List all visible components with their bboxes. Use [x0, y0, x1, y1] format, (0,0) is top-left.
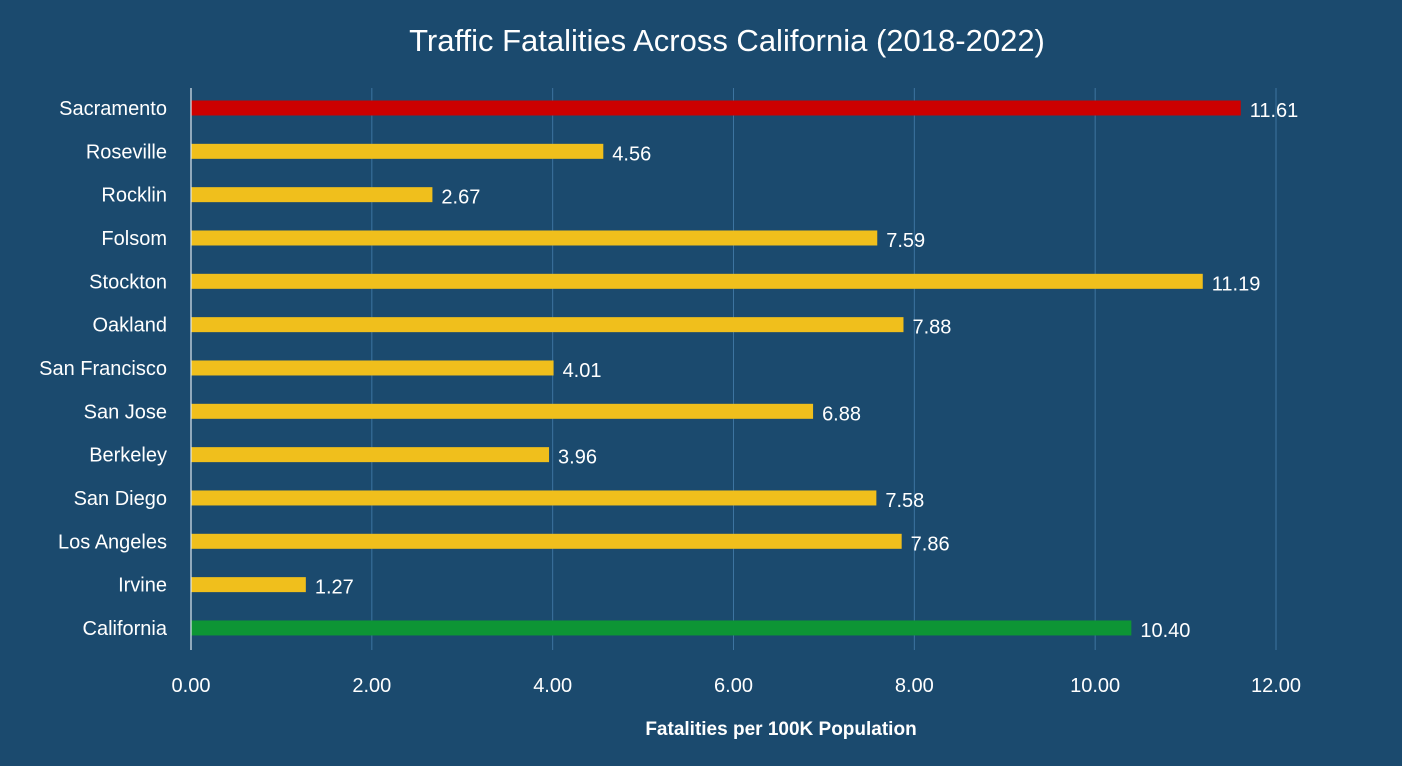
value-label: 11.19 [1212, 273, 1261, 295]
value-label: 7.88 [912, 317, 951, 339]
category-label: Berkeley [89, 445, 167, 467]
x-tick-label: 10.00 [1070, 675, 1120, 697]
category-label: Stockton [89, 271, 167, 293]
bar-stockton [191, 273, 1203, 289]
category-label: San Jose [84, 401, 167, 423]
value-label: 7.86 [911, 533, 950, 555]
category-label: Irvine [118, 575, 167, 597]
value-label: 2.67 [441, 187, 480, 209]
value-label: 7.58 [885, 490, 924, 512]
value-label: 7.59 [886, 230, 925, 252]
x-tick-label: 8.00 [895, 675, 934, 697]
bar-california [191, 620, 1132, 636]
category-label: Rocklin [101, 185, 167, 207]
bar-los-angeles [191, 533, 902, 549]
bar-san-jose [191, 403, 814, 419]
x-axis-title: Fatalities per 100K Population [645, 719, 916, 740]
x-tick-label: 6.00 [714, 675, 753, 697]
value-label: 4.56 [612, 143, 651, 165]
bar-folsom [191, 230, 878, 246]
category-label: Folsom [101, 228, 167, 250]
bars [191, 100, 1241, 636]
chart-title: Traffic Fatalities Across California (20… [409, 23, 1045, 58]
category-label: Sacramento [59, 98, 167, 120]
bar-san-diego [191, 490, 877, 506]
x-tick-label: 0.00 [172, 675, 211, 697]
value-label: 11.61 [1250, 100, 1299, 122]
x-axis-ticks: 0.00 2.00 4.00 6.00 8.00 10.00 12.00 [172, 675, 1302, 697]
x-tick-label: 4.00 [533, 675, 572, 697]
category-labels: Sacramento Roseville Rocklin Folsom Stockton… [39, 98, 168, 640]
x-tick-label: 2.00 [352, 675, 391, 697]
category-label: Oakland [93, 315, 168, 337]
bar-san-francisco [191, 360, 554, 376]
value-labels: 11.61 4.56 2.67 7.59 11.19 7.88 4.01 6.88 3.96 7.… [315, 100, 1298, 642]
gridlines [371, 88, 1277, 650]
bar-roseville [191, 143, 604, 159]
category-label: San Francisco [39, 358, 167, 380]
bar-sacramento [191, 100, 1241, 116]
category-label: California [83, 618, 168, 640]
category-label: Roseville [86, 141, 167, 163]
value-label: 10.40 [1140, 620, 1190, 642]
bar-berkeley [191, 447, 550, 463]
value-label: 4.01 [563, 360, 602, 382]
category-label: San Diego [74, 488, 167, 510]
bar-oakland [191, 317, 904, 333]
value-label: 3.96 [558, 447, 597, 469]
bar-rocklin [191, 187, 433, 203]
bar-irvine [191, 577, 306, 593]
category-label: Los Angeles [58, 531, 167, 553]
value-label: 6.88 [822, 403, 861, 425]
x-tick-label: 12.00 [1251, 675, 1301, 697]
value-label: 1.27 [315, 577, 354, 599]
